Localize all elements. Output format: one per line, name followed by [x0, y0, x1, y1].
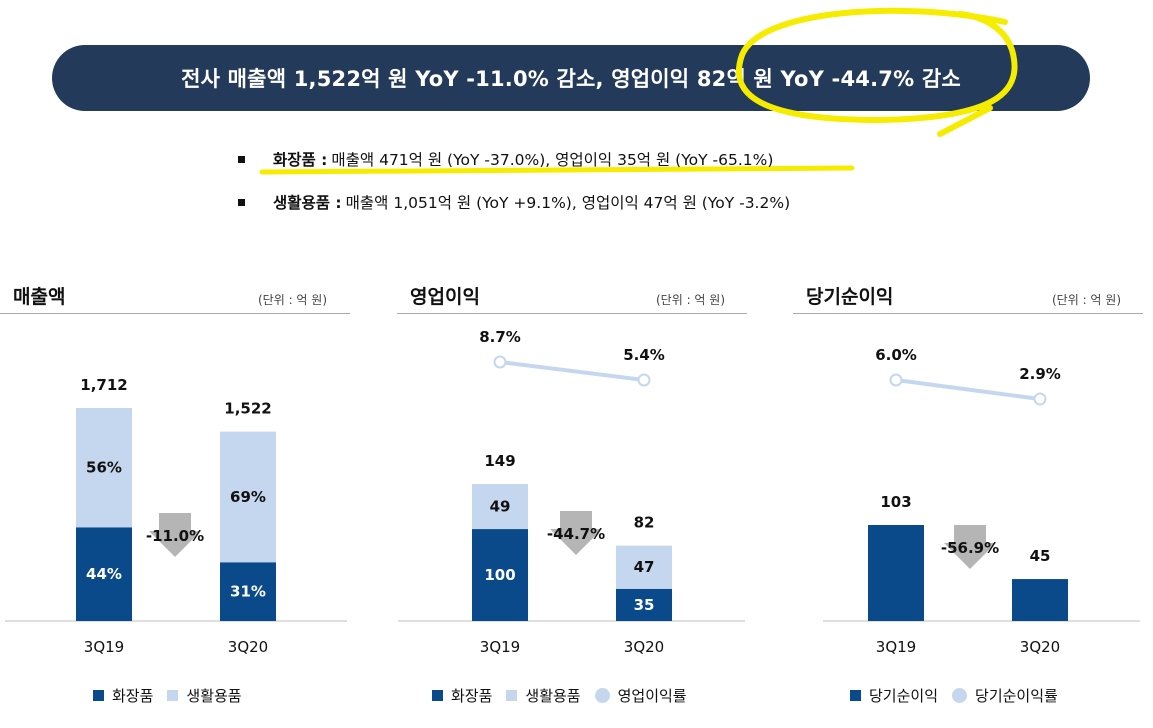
- chart-unit-revenue: (단위 : 억 원): [258, 293, 328, 307]
- bar-total-label: 1,712: [80, 376, 127, 394]
- chart-title-operating-profit: 영업이익: [410, 286, 480, 308]
- chart-title-net-income: 당기순이익: [806, 286, 894, 308]
- panel-divider: [793, 313, 1143, 314]
- legend-item: 영업이익률: [594, 685, 687, 706]
- rate-point: [493, 355, 507, 369]
- bullet-text: 매출액 471억 원 (YoY -37.0%), 영업이익 35억 원 (YoY…: [331, 151, 774, 169]
- rate-point: [889, 373, 903, 387]
- bullet-marker: [238, 155, 245, 163]
- rate-point: [637, 373, 651, 387]
- legend-label: 화장품: [451, 687, 493, 705]
- legend-swatch: [506, 690, 518, 701]
- legend-label: 당기순이익: [869, 687, 939, 705]
- bar-dark: [76, 527, 132, 621]
- legend-item: 당기순이익률: [952, 685, 1058, 706]
- legend-item: 화장품: [432, 685, 492, 706]
- rate-label: 5.4%: [623, 346, 665, 364]
- bar-total-label: 1,522: [224, 400, 271, 418]
- bullet-cosmetics: 화장품 : 매출액 471억 원 (YoY -37.0%), 영업이익 35억 …: [238, 148, 773, 170]
- change-label: -44.7%: [547, 525, 605, 543]
- legend-dot: [594, 688, 610, 703]
- legend-label: 생활용품: [186, 687, 242, 705]
- bar-total-label: 149: [484, 452, 515, 470]
- legend-swatch: [850, 690, 861, 701]
- bar-total-label: 103: [880, 493, 911, 511]
- chart-unit-net-income: (단위 : 억 원): [1052, 293, 1122, 307]
- legend-swatch: [167, 690, 179, 701]
- bar-total-label: 82: [634, 514, 655, 532]
- legend-label: 당기순이익률: [975, 687, 1058, 705]
- panel-divider: [397, 313, 747, 314]
- x-tick-label: 3Q19: [84, 638, 124, 656]
- bar-segment-label: 44%: [86, 565, 122, 583]
- rate-line: [895, 378, 1041, 401]
- rate-label: 2.9%: [1019, 365, 1061, 383]
- legend-label: 생활용품: [525, 687, 581, 705]
- bar-light: [616, 545, 672, 589]
- bar-segment-label: 49: [490, 498, 511, 516]
- panel-divider: [0, 313, 350, 314]
- legend-net-income: 당기순이익 당기순이익률: [850, 685, 1072, 706]
- bar-light: [76, 408, 132, 528]
- bar-segment-label: 69%: [230, 488, 266, 506]
- chart-title-revenue: 매출액: [13, 286, 66, 308]
- legend-swatch: [432, 690, 443, 701]
- bar-total-label: 45: [1030, 547, 1051, 565]
- legend-item: 화장품: [93, 685, 153, 706]
- legend-dot: [952, 688, 968, 703]
- bar-dark: [868, 525, 924, 621]
- bullet-household: 생활용품 : 매출액 1,051억 원 (YoY +9.1%), 영업이익 47…: [238, 191, 790, 213]
- change-label: -11.0%: [146, 527, 204, 545]
- legend-swatch: [93, 690, 104, 701]
- bullet-text: 매출액 1,051억 원 (YoY +9.1%), 영업이익 47억 원 (Yo…: [345, 194, 791, 212]
- bar-segment-label: 31%: [230, 583, 266, 601]
- bar-light: [220, 431, 276, 563]
- bar-segment-label: 56%: [86, 459, 122, 477]
- bar-segment-label: 47: [634, 558, 655, 576]
- bullet-category: 화장품 :: [273, 151, 328, 169]
- x-tick-label: 3Q19: [480, 638, 520, 656]
- legend-item: 생활용품: [506, 685, 581, 706]
- x-tick-label: 3Q20: [1020, 638, 1060, 656]
- legend-operating-profit: 화장품 생활용품 영업이익률: [432, 685, 701, 706]
- bar-segment-label: 100: [484, 566, 515, 584]
- decline-arrow: [550, 511, 602, 555]
- legend-item: 생활용품: [167, 685, 242, 706]
- x-tick-label: 3Q20: [624, 638, 664, 656]
- rate-line: [499, 360, 645, 382]
- bullet-category: 생활용품 :: [273, 194, 342, 212]
- x-tick-label: 3Q20: [228, 638, 268, 656]
- bar-dark: [1012, 579, 1068, 621]
- rate-label: 8.7%: [479, 328, 521, 346]
- bar-dark: [472, 529, 528, 621]
- bar-dark: [616, 588, 672, 621]
- chart-unit-operating-profit: (단위 : 억 원): [656, 293, 726, 307]
- bar-dark: [220, 562, 276, 621]
- bar-light: [472, 484, 528, 530]
- legend-label: 화장품: [112, 687, 154, 705]
- rate-label: 6.0%: [875, 346, 917, 364]
- change-label: -56.9%: [941, 539, 999, 557]
- rate-point: [1033, 392, 1047, 406]
- decline-arrow: [944, 525, 996, 569]
- x-tick-label: 3Q19: [876, 638, 916, 656]
- legend-item: 당기순이익: [850, 685, 938, 706]
- legend-revenue: 화장품 생활용품: [93, 685, 256, 706]
- decline-arrow: [149, 513, 201, 557]
- bullet-marker: [238, 198, 245, 206]
- bar-segment-label: 35: [634, 596, 655, 614]
- legend-label: 영업이익률: [617, 687, 687, 705]
